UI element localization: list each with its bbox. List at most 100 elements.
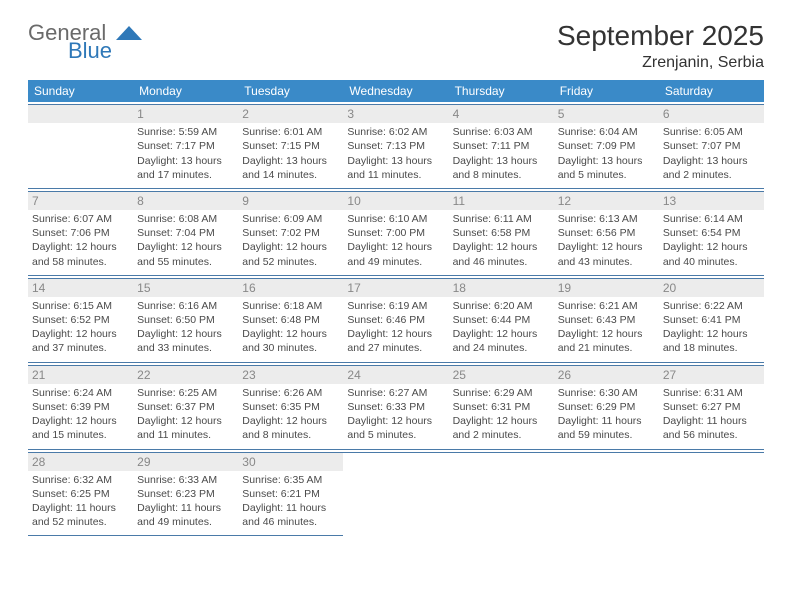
calendar-cell: 13Sunrise: 6:14 AMSunset: 6:54 PMDayligh… (659, 188, 764, 275)
sunset-text: Sunset: 6:23 PM (137, 487, 234, 501)
calendar-cell: 30 Sunrise: 6:35 AMSunset: 6:21 PMDayligh… (238, 449, 343, 536)
sunrise-text: Sunrise: 6:11 AM (453, 212, 550, 226)
daylight-text: Daylight: 12 hours and 11 minutes. (137, 414, 234, 442)
sunrise-text: Sunrise: 6:19 AM (347, 299, 444, 313)
daylight-text: Daylight: 11 hours and 46 minutes. (242, 501, 339, 529)
daylight-text: Daylight: 12 hours and 21 minutes. (558, 327, 655, 355)
sunrise-text: Sunrise: 6:31 AM (663, 386, 760, 400)
calendar-cell: 18Sunrise: 6:20 AMSunset: 6:44 PMDayligh… (449, 275, 554, 362)
sunset-text: Sunset: 6:33 PM (347, 400, 444, 414)
sunrise-text: Sunrise: 6:13 AM (558, 212, 655, 226)
calendar-cell: 4Sunrise: 6:03 AMSunset: 7:11 PMDaylight… (449, 102, 554, 188)
calendar-row: 7Sunrise: 6:07 AMSunset: 7:06 PMDaylight… (28, 188, 764, 275)
daylight-text: Daylight: 12 hours and 52 minutes. (242, 240, 339, 268)
day-number: 12 (554, 191, 659, 210)
day-number: 16 (238, 278, 343, 297)
calendar-cell: 21Sunrise: 6:24 AMSunset: 6:39 PMDayligh… (28, 362, 133, 449)
sunset-text: Sunset: 6:25 PM (32, 487, 129, 501)
daylight-text: Daylight: 12 hours and 49 minutes. (347, 240, 444, 268)
sunset-text: Sunset: 7:00 PM (347, 226, 444, 240)
sunset-text: Sunset: 6:43 PM (558, 313, 655, 327)
sunset-text: Sunset: 6:31 PM (453, 400, 550, 414)
daylight-text: Daylight: 13 hours and 17 minutes. (137, 154, 234, 182)
sunrise-text: Sunrise: 6:30 AM (558, 386, 655, 400)
weekday-header: Saturday (659, 80, 764, 102)
sunrise-text: Sunrise: 6:01 AM (242, 125, 339, 139)
day-number: 21 (28, 365, 133, 384)
sunrise-text: Sunrise: 6:29 AM (453, 386, 550, 400)
sunset-text: Sunset: 6:39 PM (32, 400, 129, 414)
calendar-cell: 12 Sunrise: 6:13 AMSunset: 6:56 PMDayligh… (554, 188, 659, 275)
calendar-cell: 24Sunrise: 6:27 AMSunset: 6:33 PMDayligh… (343, 362, 448, 449)
calendar-cell: 16Sunrise: 6:18 AMSunset: 6:48 PMDayligh… (238, 275, 343, 362)
weekday-header-row: Sunday Monday Tuesday Wednesday Thursday… (28, 80, 764, 102)
daylight-text: Daylight: 12 hours and 24 minutes. (453, 327, 550, 355)
sunrise-text: Sunrise: 6:26 AM (242, 386, 339, 400)
day-number: 29 (133, 452, 238, 471)
calendar-cell: 10 Sunrise: 6:10 AMSunset: 7:00 PMDayligh… (343, 188, 448, 275)
calendar-row: 1Sunrise: 5:59 AMSunset: 7:17 PMDaylight… (28, 102, 764, 188)
daylight-text: Daylight: 13 hours and 5 minutes. (558, 154, 655, 182)
calendar-cell: 17Sunrise: 6:19 AMSunset: 6:46 PMDayligh… (343, 275, 448, 362)
daylight-text: Daylight: 12 hours and 30 minutes. (242, 327, 339, 355)
sunset-text: Sunset: 6:56 PM (558, 226, 655, 240)
day-number: 5 (554, 104, 659, 123)
calendar-row: 14Sunrise: 6:15 AMSunset: 6:52 PMDayligh… (28, 275, 764, 362)
daylight-text: Daylight: 12 hours and 27 minutes. (347, 327, 444, 355)
sunset-text: Sunset: 6:52 PM (32, 313, 129, 327)
triangle-icon (116, 24, 142, 47)
sunrise-text: Sunrise: 6:35 AM (242, 473, 339, 487)
sunrise-text: Sunrise: 6:25 AM (137, 386, 234, 400)
day-number: 25 (449, 365, 554, 384)
daylight-text: Daylight: 11 hours and 59 minutes. (558, 414, 655, 442)
sunrise-text: Sunrise: 6:15 AM (32, 299, 129, 313)
sunrise-text: Sunrise: 6:03 AM (453, 125, 550, 139)
sunrise-text: Sunrise: 5:59 AM (137, 125, 234, 139)
day-number (28, 104, 133, 123)
calendar-cell: 7Sunrise: 6:07 AMSunset: 7:06 PMDaylight… (28, 188, 133, 275)
day-number: 23 (238, 365, 343, 384)
day-number: 13 (659, 191, 764, 210)
day-number: 9 (238, 191, 343, 210)
daylight-text: Daylight: 12 hours and 43 minutes. (558, 240, 655, 268)
sunset-text: Sunset: 6:37 PM (137, 400, 234, 414)
location: Zrenjanin, Serbia (557, 54, 764, 72)
day-number: 2 (238, 104, 343, 123)
daylight-text: Daylight: 12 hours and 37 minutes. (32, 327, 129, 355)
weekday-header: Sunday (28, 80, 133, 102)
sunset-text: Sunset: 7:06 PM (32, 226, 129, 240)
day-number: 11 (449, 191, 554, 210)
sunset-text: Sunset: 7:02 PM (242, 226, 339, 240)
sunset-text: Sunset: 6:54 PM (663, 226, 760, 240)
month-title: September 2025 (557, 20, 764, 52)
calendar-cell: 23Sunrise: 6:26 AMSunset: 6:35 PMDayligh… (238, 362, 343, 449)
day-number: 20 (659, 278, 764, 297)
sunset-text: Sunset: 7:09 PM (558, 139, 655, 153)
day-number: 10 (343, 191, 448, 210)
day-number: 15 (133, 278, 238, 297)
daylight-text: Daylight: 11 hours and 52 minutes. (32, 501, 129, 529)
day-number: 30 (238, 452, 343, 471)
day-number: 18 (449, 278, 554, 297)
calendar: Sunday Monday Tuesday Wednesday Thursday… (28, 80, 764, 536)
calendar-cell: 14Sunrise: 6:15 AMSunset: 6:52 PMDayligh… (28, 275, 133, 362)
sunrise-text: Sunrise: 6:18 AM (242, 299, 339, 313)
sunset-text: Sunset: 6:21 PM (242, 487, 339, 501)
day-number: 6 (659, 104, 764, 123)
sunrise-text: Sunrise: 6:10 AM (347, 212, 444, 226)
header: General Blue September 2025 Zrenjanin, S… (28, 20, 764, 72)
sunset-text: Sunset: 6:58 PM (453, 226, 550, 240)
sunset-text: Sunset: 6:44 PM (453, 313, 550, 327)
sunrise-text: Sunrise: 6:08 AM (137, 212, 234, 226)
daylight-text: Daylight: 13 hours and 11 minutes. (347, 154, 444, 182)
day-number: 8 (133, 191, 238, 210)
calendar-cell: 29Sunrise: 6:33 AMSunset: 6:23 PMDayligh… (133, 449, 238, 536)
day-number: 17 (343, 278, 448, 297)
calendar-cell: 1Sunrise: 5:59 AMSunset: 7:17 PMDaylight… (133, 102, 238, 188)
logo-word2: Blue (68, 38, 112, 64)
weekday-header: Monday (133, 80, 238, 102)
day-number: 24 (343, 365, 448, 384)
sunrise-text: Sunrise: 6:32 AM (32, 473, 129, 487)
sunrise-text: Sunrise: 6:07 AM (32, 212, 129, 226)
sunrise-text: Sunrise: 6:14 AM (663, 212, 760, 226)
